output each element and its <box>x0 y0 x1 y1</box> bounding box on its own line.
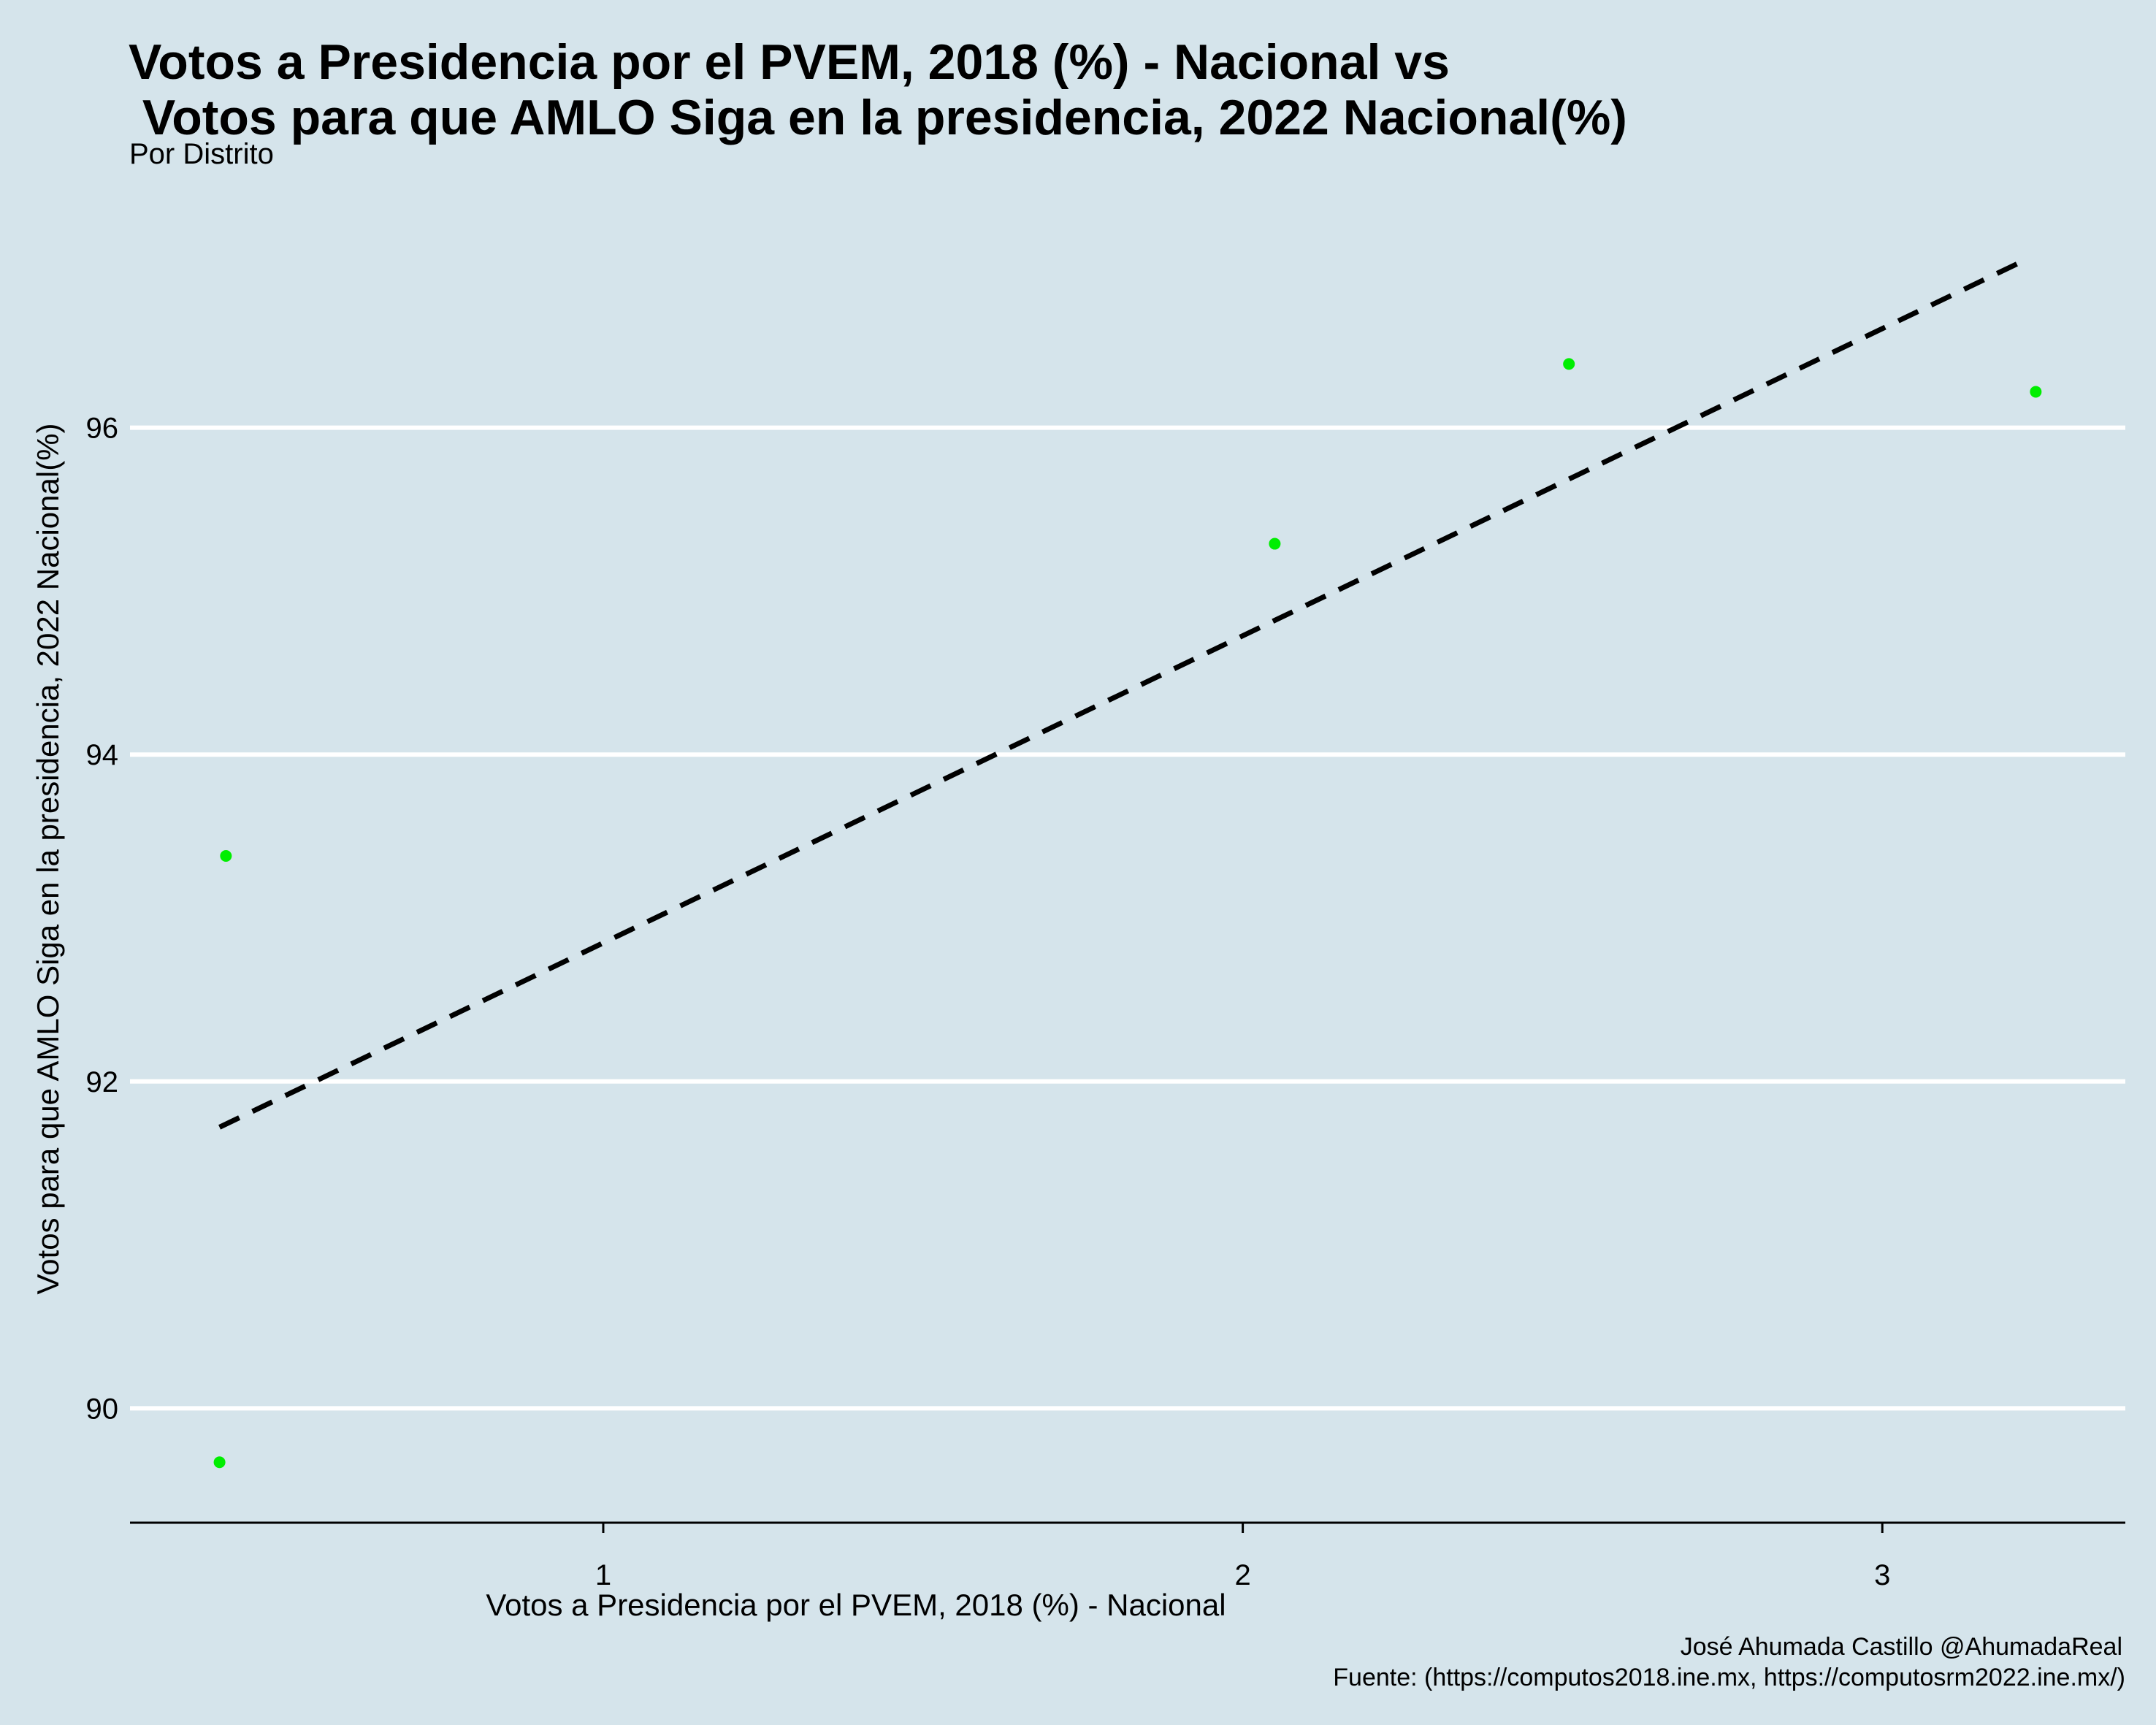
caption-source: Fuente: (https://computos2018.ine.mx, ht… <box>1333 1664 2125 1691</box>
y-axis-tick-labels: 90 92 94 96 <box>86 413 119 1426</box>
data-point <box>213 1456 226 1469</box>
chart-title-line-2: Votos para que AMLO Siga en la presidenc… <box>129 90 1627 145</box>
data-point <box>1269 538 1281 550</box>
x-axis: 1 2 3 <box>130 1521 2125 1591</box>
y-tick-label: 96 <box>86 413 119 445</box>
y-tick-label: 92 <box>86 1066 119 1098</box>
data-points <box>213 358 2042 1469</box>
chart-subtitle: Por Distrito <box>129 138 274 170</box>
x-axis-title: Votos a Presidencia por el PVEM, 2018 (%… <box>486 1588 1226 1622</box>
chart-title-line-1: Votos a Presidencia por el PVEM, 2018 (%… <box>129 34 1450 90</box>
data-point <box>2030 386 2042 398</box>
y-tick-label: 90 <box>86 1393 119 1425</box>
x-tick-label: 2 <box>1234 1559 1250 1591</box>
data-point <box>1563 358 1575 370</box>
y-axis-title: Votos para que AMLO Siga en la presidenc… <box>31 423 65 1294</box>
grid-lines <box>130 425 2125 1411</box>
trend-line <box>218 259 2025 1130</box>
x-tick-label: 3 <box>1874 1559 1890 1591</box>
x-tick-label: 1 <box>595 1559 611 1591</box>
data-point <box>220 849 232 862</box>
caption-author: José Ahumada Castillo @AhumadaReal <box>1681 1633 2122 1661</box>
trend-line-group <box>218 259 2025 1130</box>
y-tick-label: 94 <box>86 739 119 771</box>
